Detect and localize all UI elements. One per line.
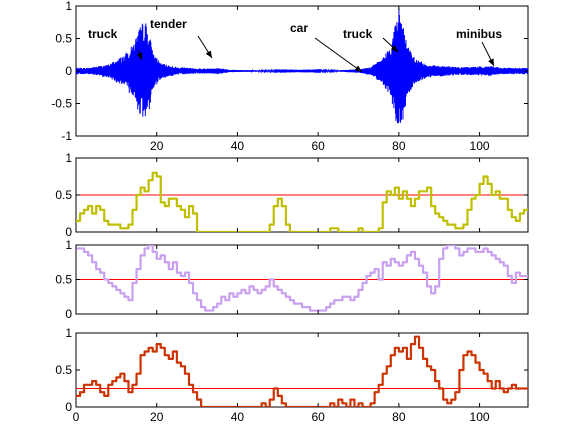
y-tick-label: 1 [65, 238, 72, 252]
annotation-label: truck [343, 27, 373, 41]
y-tick-label: 1 [65, 151, 72, 165]
x-tick-label: 60 [311, 139, 325, 153]
arrow-head [136, 52, 143, 60]
y-tick-label: -0.5 [51, 97, 72, 111]
x-tick-label: 100 [470, 139, 490, 153]
plot-area [76, 335, 528, 407]
x-tick-label: 80 [392, 410, 406, 424]
y-tick-label: 0.5 [55, 32, 72, 46]
series-line [76, 245, 528, 312]
annotation-label: car [290, 21, 308, 35]
y-tick-label: 0.5 [55, 273, 72, 287]
panel-score-1: 10.50 [55, 151, 529, 239]
y-tick-label: 0.5 [55, 363, 72, 377]
y-tick-label: 0 [65, 64, 72, 78]
annotation-2: car [290, 21, 363, 73]
annotation-1: tender [150, 17, 213, 59]
annotation-4: minibus [456, 27, 502, 67]
plot-area [76, 245, 528, 312]
series-line [76, 171, 528, 232]
arrow-head [205, 50, 212, 58]
annotation-label: tender [150, 17, 187, 31]
x-tick-label: 80 [392, 139, 406, 153]
series-line [76, 335, 528, 407]
arrow-head [390, 45, 398, 52]
x-tick-label: 0 [73, 410, 80, 424]
x-tick-label: 40 [231, 410, 245, 424]
y-tick-label: 1 [65, 0, 72, 13]
y-tick-label: 1 [65, 326, 72, 340]
x-tick-label: 20 [150, 410, 164, 424]
panel-score-3: 1 0.5 00 20 40 60 80 100 [55, 326, 529, 424]
y-tick-label: 0 [65, 225, 72, 239]
arrow-head [488, 58, 494, 66]
plot-area [76, 7, 528, 124]
x-tick-label: 40 [231, 139, 245, 153]
panel-waveform: 1 0.5 0 -0.5 -1 20 40 60 80 100 truck tender car truc… [51, 0, 529, 153]
annotation-3: truck [343, 27, 399, 53]
annotation-arrow [314, 37, 363, 73]
x-tick-label: 100 [470, 410, 490, 424]
y-tick-label: -1 [61, 129, 72, 143]
y-tick-label: 0 [65, 307, 72, 321]
annotation-label: truck [88, 27, 118, 41]
axes-box [75, 332, 529, 408]
y-tick-label: 0.5 [55, 188, 72, 202]
waveform-line [76, 7, 528, 124]
plot-area [76, 171, 528, 232]
x-tick-label: 20 [150, 139, 164, 153]
panel-score-2: 10.50 [55, 238, 529, 321]
annotation-0: truck [88, 27, 143, 61]
y-tick-label: 0 [65, 400, 72, 414]
arrow-head [354, 65, 362, 72]
x-tick-label: 60 [311, 410, 325, 424]
annotation-label: minibus [456, 27, 502, 41]
